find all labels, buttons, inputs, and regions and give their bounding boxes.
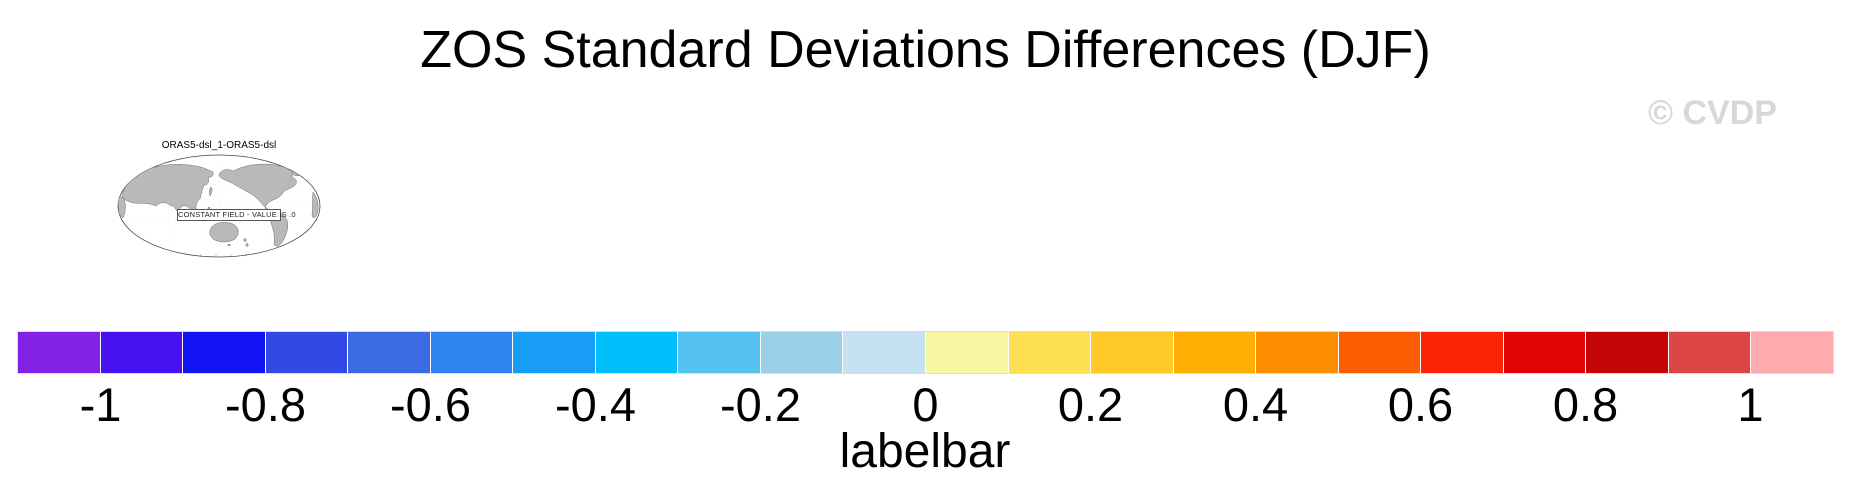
labelbar-tick-label: -1 bbox=[79, 378, 122, 431]
labelbar-segments bbox=[18, 332, 1834, 373]
labelbar-color-box bbox=[430, 332, 513, 373]
labelbar-color-box bbox=[1586, 332, 1668, 373]
labelbar-color-box bbox=[18, 332, 100, 373]
cvdp-watermark: © CVDP bbox=[1648, 94, 1777, 132]
labelbar-caption: labelbar bbox=[839, 425, 1011, 478]
labelbar-color-box bbox=[1503, 332, 1586, 373]
labelbar-color-box bbox=[1173, 332, 1256, 373]
labelbar-color-box bbox=[348, 332, 430, 373]
labelbar-color-box bbox=[760, 332, 843, 373]
labelbar-tick-label: -0.6 bbox=[390, 378, 471, 431]
labelbar-color-box bbox=[100, 332, 183, 373]
labelbar-tick-label: 0 bbox=[912, 378, 939, 431]
labelbar-color-box bbox=[678, 332, 760, 373]
labelbar-color-box bbox=[1256, 332, 1338, 373]
plot-title: ZOS Standard Deviations Differences (DJF… bbox=[420, 21, 1431, 79]
constant-field-annotation: CONSTANT FIELD - VALUE IS .0 bbox=[177, 209, 296, 221]
map-inset-title: ORAS5-dsl_1-ORAS5-dsl bbox=[161, 140, 277, 151]
labelbar-tick-label: -0.4 bbox=[555, 378, 636, 431]
labelbar-tick-label: 0.6 bbox=[1387, 378, 1454, 431]
labelbar-color-box bbox=[1421, 332, 1503, 373]
labelbar-color-box bbox=[1338, 332, 1421, 373]
labelbar-color-box bbox=[926, 332, 1008, 373]
labelbar-tick-label: -0.2 bbox=[720, 378, 801, 431]
labelbar-color-box bbox=[595, 332, 678, 373]
labelbar-color-box bbox=[1668, 332, 1751, 373]
labelbar-tick-label: -0.8 bbox=[225, 378, 306, 431]
labelbar-color-box bbox=[1751, 332, 1834, 373]
labelbar-tick-label: 0.2 bbox=[1057, 378, 1124, 431]
labelbar-color-box bbox=[513, 332, 595, 373]
labelbar-color-box bbox=[1091, 332, 1173, 373]
labelbar-color-box bbox=[843, 332, 926, 373]
labelbar-color-box bbox=[1008, 332, 1091, 373]
labelbar-tick-label: 0.8 bbox=[1552, 378, 1619, 431]
world-map-icon bbox=[117, 154, 321, 258]
labelbar-tick-label: 1 bbox=[1737, 378, 1764, 431]
labelbar-color-box bbox=[183, 332, 265, 373]
map-inset-panel: ORAS5-dsl_1-ORAS5-dsl bbox=[116, 140, 322, 262]
labelbar-tick-label: 0.4 bbox=[1222, 378, 1289, 431]
labelbar-color-box bbox=[265, 332, 348, 373]
